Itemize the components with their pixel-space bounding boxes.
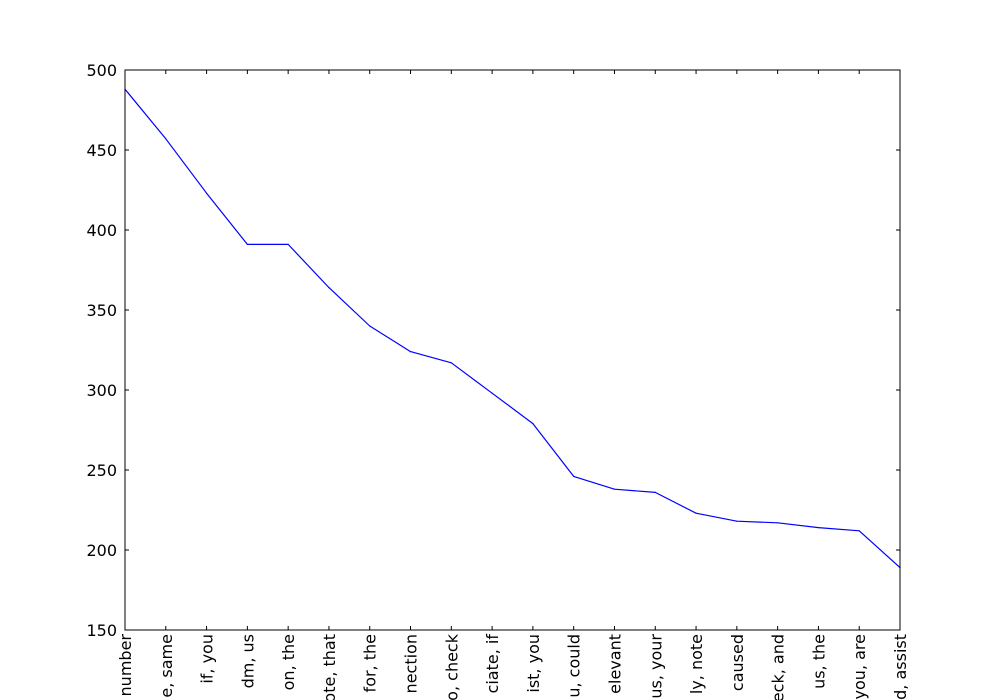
x-tick-label: ist, you (524, 634, 543, 693)
x-tick-label: e, same (157, 634, 176, 698)
x-tick-label: number (116, 634, 135, 697)
ticks-layer (124, 69, 901, 631)
data-point (777, 522, 779, 524)
x-tick-label: o, check (442, 633, 461, 700)
data-point (450, 362, 452, 364)
y-tick-label: 250 (86, 461, 117, 480)
x-tick-label: if, you (198, 634, 217, 684)
y-tick-label: 450 (86, 141, 117, 160)
x-tick-label: ciate, if (483, 634, 502, 694)
x-tick-label: you, are (850, 634, 869, 699)
x-tick-label: dm, us (238, 634, 257, 688)
x-tick-label: ly, note (687, 634, 706, 694)
data-point (369, 325, 371, 327)
data-point (654, 491, 656, 493)
data-point (736, 520, 738, 522)
x-tick-label: u, could (565, 634, 584, 698)
y-tick-label: 350 (86, 301, 117, 320)
data-point (573, 475, 575, 477)
y-tick-label: 150 (86, 621, 117, 640)
series-layer (124, 88, 901, 569)
data-point (491, 392, 493, 394)
y-tick-label: 500 (86, 61, 117, 80)
x-tick-label: eck, and (769, 634, 788, 700)
x-tick-label: d, assist (891, 634, 910, 700)
x-tick-label: caused (728, 634, 747, 691)
x-tick-label: ote, that (320, 634, 339, 700)
x-tick-label: elevant (605, 634, 624, 694)
x-tick-label: on, the (279, 634, 298, 690)
data-point (328, 287, 330, 289)
data-point (532, 423, 534, 425)
x-tick-label: for, the (361, 634, 380, 692)
data-point (613, 488, 616, 490)
y-tick-label: 200 (86, 541, 117, 560)
data-point (246, 243, 248, 245)
data-point (858, 530, 860, 532)
data-point (205, 192, 208, 194)
data-point (165, 138, 167, 140)
data-point (287, 243, 289, 245)
data-point (409, 351, 412, 353)
x-tick-label: nection (402, 634, 421, 693)
y-tick-label: 300 (86, 381, 117, 400)
series-line (124, 88, 901, 569)
x-tick-label: us, the (809, 634, 828, 689)
plot-background (125, 70, 900, 630)
labels-layer: 150 200 250 300 350 400 450 500 number e, same if,… (86, 61, 910, 700)
plot-frame (124, 69, 901, 631)
data-point (695, 512, 697, 514)
data-point (817, 527, 820, 529)
y-tick-label: 400 (86, 221, 117, 240)
x-tick-label: us, your (646, 634, 665, 699)
